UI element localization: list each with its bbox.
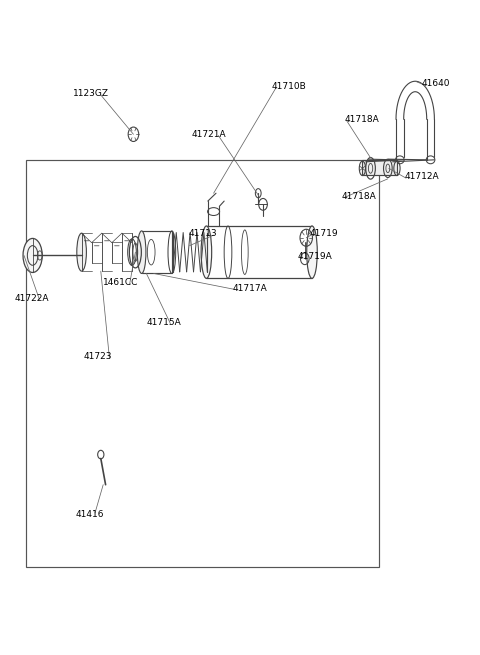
Text: 1123GZ: 1123GZ — [73, 88, 109, 98]
Ellipse shape — [23, 238, 42, 272]
Text: 41719: 41719 — [310, 229, 338, 238]
Text: 41722A: 41722A — [14, 293, 49, 303]
Text: 41718A: 41718A — [342, 192, 376, 201]
Text: 41719A: 41719A — [298, 252, 332, 261]
Ellipse shape — [201, 226, 212, 278]
Text: 1461CC: 1461CC — [103, 278, 139, 288]
Bar — [362, 160, 397, 175]
Bar — [142, 231, 172, 274]
Text: 41721A: 41721A — [192, 130, 227, 139]
Text: 41718A: 41718A — [345, 115, 379, 124]
Bar — [26, 160, 379, 567]
Ellipse shape — [137, 231, 146, 274]
Bar — [206, 226, 312, 278]
Text: 41710B: 41710B — [271, 82, 306, 91]
Ellipse shape — [77, 233, 86, 271]
Text: 41416: 41416 — [76, 510, 104, 519]
Text: 41712A: 41712A — [404, 172, 439, 181]
Text: 41723: 41723 — [84, 352, 112, 362]
Text: 41717A: 41717A — [233, 284, 267, 293]
Text: 41640: 41640 — [421, 79, 450, 88]
Text: 41715A: 41715A — [146, 318, 181, 327]
Ellipse shape — [307, 226, 317, 278]
Text: 41713: 41713 — [188, 229, 217, 238]
